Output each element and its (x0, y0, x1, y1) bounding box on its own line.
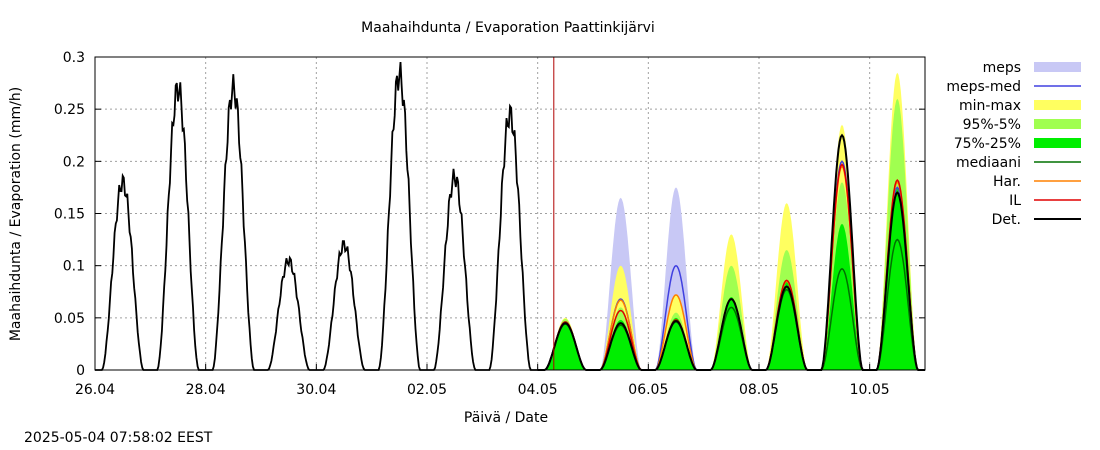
p75-25-band (876, 187, 919, 370)
det-line (537, 133, 925, 371)
legend-label: meps (983, 60, 1021, 76)
legend-label: 95%-5% (963, 117, 1021, 133)
legend-swatch (1034, 138, 1081, 148)
y-tick-label: 0.3 (63, 50, 85, 66)
p75-25-band (765, 281, 808, 370)
x-tick-label: 10.05 (850, 382, 890, 398)
y-tick-label: 0.15 (54, 207, 85, 223)
x-axis-label: Päivä / Date (464, 410, 548, 426)
p75-25-band (655, 317, 697, 370)
meps-band (655, 187, 697, 370)
legend-label: Det. (992, 212, 1021, 228)
legend-item: meps (983, 60, 1081, 76)
legend-item: Har. (993, 174, 1081, 190)
observed-line (95, 62, 555, 371)
y-tick-label: 0.2 (63, 154, 85, 170)
p75-25-band (821, 223, 863, 370)
legend-item: meps-med (946, 79, 1081, 95)
legend-label: min-max (959, 98, 1021, 114)
legend-label: meps-med (946, 79, 1021, 95)
y-tick-label: 0.25 (54, 102, 85, 118)
x-tick-label: 26.04 (75, 382, 115, 398)
forecast-bands (544, 72, 919, 370)
p75-25-band (599, 319, 642, 370)
x-tick-label: 08.05 (739, 382, 779, 398)
y-tick-label: 0.1 (63, 259, 85, 275)
legend-item: 75%-25% (954, 136, 1081, 152)
legend-label: Har. (993, 174, 1021, 190)
legend-item: Det. (992, 212, 1081, 228)
legend-item: mediaani (956, 155, 1081, 171)
p75-25-band (710, 297, 753, 370)
x-tick-label: 06.05 (628, 382, 668, 398)
chart-title: Maahaihdunta / Evaporation Paattinkijärv… (361, 20, 655, 36)
x-tick-label: 02.05 (407, 382, 447, 398)
legend-label: 75%-25% (954, 136, 1021, 152)
y-tick-label: 0 (76, 363, 85, 379)
p75-25-band (544, 321, 587, 370)
x-tick-label: 28.04 (186, 382, 226, 398)
legend-label: IL (1009, 193, 1021, 209)
legend-item: 95%-5% (963, 117, 1081, 133)
legend-swatch (1034, 100, 1081, 110)
y-axis-label: Maahaihdunta / Evaporation (mm/h) (8, 87, 24, 341)
x-tick-label: 04.05 (518, 382, 558, 398)
timestamp: 2025-05-04 07:58:02 EEST (24, 430, 213, 446)
legend-item: min-max (959, 98, 1081, 114)
legend-item: IL (1009, 193, 1081, 209)
legend-swatch (1034, 119, 1081, 129)
y-tick-label: 0.05 (54, 311, 85, 327)
x-tick-label: 30.04 (296, 382, 336, 398)
legend-swatch (1034, 62, 1081, 72)
legend-label: mediaani (956, 155, 1021, 171)
legend: meps meps-med min-max 95%-5% 75%-25% mediaani… (946, 60, 1081, 228)
axis-ticks: 0 0.05 0.1 0.15 0.2 0.25 0.3 26.04 28.04 30.04 02.… (54, 50, 925, 398)
